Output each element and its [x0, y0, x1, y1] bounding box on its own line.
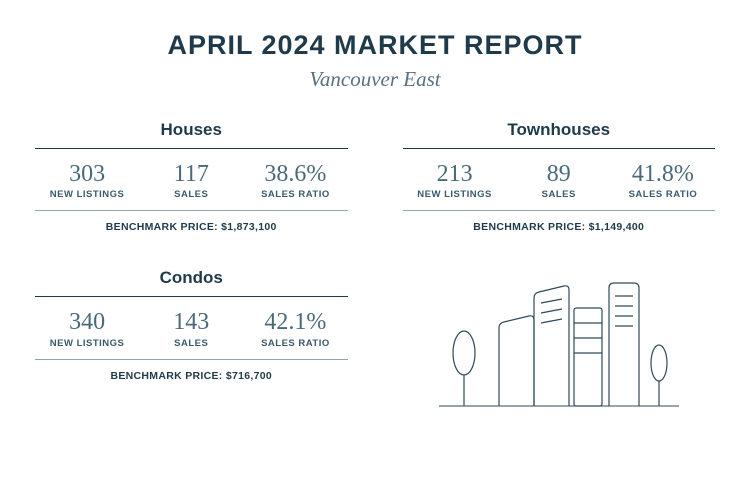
stat-label: NEW LISTINGS [403, 189, 507, 200]
stat-label: SALES [507, 189, 611, 200]
stats-grid: Houses 303 NEW LISTINGS 117 SALES 38.6% … [35, 120, 715, 413]
card-houses: Houses 303 NEW LISTINGS 117 SALES 38.6% … [35, 120, 348, 233]
stat-sales: 143 SALES [139, 309, 243, 348]
stat-label: SALES RATIO [243, 189, 347, 200]
stat-label: SALES RATIO [611, 189, 715, 200]
stat-value: 89 [507, 161, 611, 187]
stat-label: SALES RATIO [243, 338, 347, 349]
stats-row: 213 NEW LISTINGS 89 SALES 41.8% SALES RA… [403, 161, 716, 211]
stats-row: 303 NEW LISTINGS 117 SALES 38.6% SALES R… [35, 161, 348, 211]
stat-label: SALES [139, 189, 243, 200]
benchmark-price: BENCHMARK PRICE: $1,873,100 [35, 221, 348, 233]
stats-row: 340 NEW LISTINGS 143 SALES 42.1% SALES R… [35, 309, 348, 359]
stat-label: SALES [139, 338, 243, 349]
stat-value: 213 [403, 161, 507, 187]
card-condos: Condos 340 NEW LISTINGS 143 SALES 42.1% … [35, 268, 348, 413]
stat-new-listings: 213 NEW LISTINGS [403, 161, 507, 200]
report-header: APRIL 2024 MARKET REPORT Vancouver East [35, 30, 715, 92]
stat-sales: 89 SALES [507, 161, 611, 200]
stat-sales: 117 SALES [139, 161, 243, 200]
stat-new-listings: 340 NEW LISTINGS [35, 309, 139, 348]
stat-value: 42.1% [243, 309, 347, 335]
stat-value: 117 [139, 161, 243, 187]
stat-value: 38.6% [243, 161, 347, 187]
card-title: Townhouses [403, 120, 716, 149]
stat-new-listings: 303 NEW LISTINGS [35, 161, 139, 200]
stat-value: 340 [35, 309, 139, 335]
stat-value: 41.8% [611, 161, 715, 187]
benchmark-price: BENCHMARK PRICE: $1,149,400 [403, 221, 716, 233]
stat-label: NEW LISTINGS [35, 189, 139, 200]
stat-value: 143 [139, 309, 243, 335]
card-title: Condos [35, 268, 348, 297]
report-title: APRIL 2024 MARKET REPORT [35, 30, 715, 61]
stat-sales-ratio: 41.8% SALES RATIO [611, 161, 715, 200]
stat-sales-ratio: 38.6% SALES RATIO [243, 161, 347, 200]
illustration-cell [403, 268, 716, 413]
stat-label: NEW LISTINGS [35, 338, 139, 349]
card-title: Houses [35, 120, 348, 149]
benchmark-price: BENCHMARK PRICE: $716,700 [35, 370, 348, 382]
stat-value: 303 [35, 161, 139, 187]
buildings-icon [429, 268, 689, 408]
report-subtitle: Vancouver East [35, 67, 715, 92]
card-townhouses: Townhouses 213 NEW LISTINGS 89 SALES 41.… [403, 120, 716, 233]
stat-sales-ratio: 42.1% SALES RATIO [243, 309, 347, 348]
